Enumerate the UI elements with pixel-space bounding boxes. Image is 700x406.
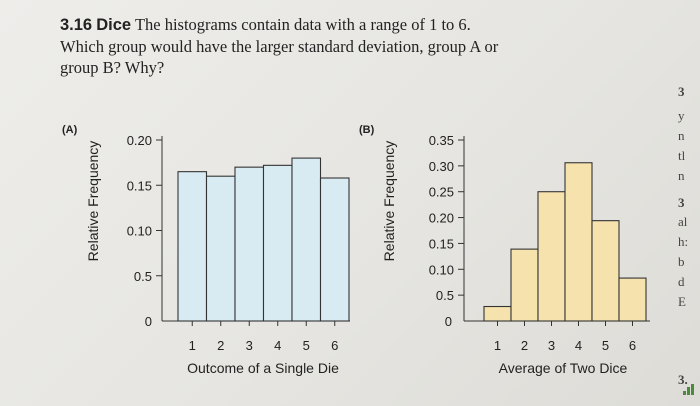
x-tick-label: 6 bbox=[331, 338, 338, 353]
histogram-bar bbox=[262, 164, 293, 322]
margin-text: 3. bbox=[678, 372, 688, 387]
y-tick-label: 0.20 bbox=[127, 133, 152, 148]
margin-text: 3 bbox=[678, 195, 685, 210]
problem-line-1: 3.16 Dice The histograms contain data wi… bbox=[60, 14, 660, 36]
x-tick-label: 6 bbox=[629, 338, 636, 353]
y-axis-label: Relative Frequency bbox=[85, 141, 101, 262]
y-tick-label: 0.5 bbox=[134, 269, 152, 284]
margin-text: b bbox=[678, 254, 685, 269]
margin-text: n bbox=[678, 168, 685, 183]
panel-label: (A) bbox=[62, 124, 78, 136]
y-tick-label: 0.5 bbox=[436, 288, 454, 303]
margin-text: al bbox=[678, 214, 688, 229]
y-tick-label: 0.30 bbox=[429, 159, 454, 174]
histogram-bar bbox=[291, 157, 322, 322]
x-tick-label: 2 bbox=[521, 338, 528, 353]
y-tick-label: 0 bbox=[145, 314, 152, 329]
margin-text: n bbox=[678, 128, 685, 143]
margin-text: y bbox=[678, 108, 685, 123]
x-tick-label: 4 bbox=[274, 338, 281, 353]
histogram-bar bbox=[618, 277, 647, 322]
histogram-bar bbox=[564, 162, 593, 322]
margin-text: tl bbox=[678, 148, 686, 163]
x-tick-label: 3 bbox=[548, 338, 555, 353]
x-axis-label: Average of Two Dice bbox=[499, 360, 628, 376]
histogram-panel-b: (B) Relative Frequency 0 0.5 0.10 0.15 0.20 0.2… bbox=[359, 124, 650, 376]
x-tick-label: 5 bbox=[602, 338, 609, 353]
margin-text: h: bbox=[678, 234, 689, 249]
histogram-bar bbox=[537, 191, 566, 322]
panel-label: (B) bbox=[359, 124, 375, 136]
problem-line-3: group B? Why? bbox=[60, 58, 165, 77]
histogram-bar bbox=[483, 305, 512, 322]
y-tick-label: 0.25 bbox=[429, 185, 454, 200]
x-axis-label: Outcome of a Single Die bbox=[187, 360, 339, 376]
problem-title: Dice bbox=[96, 16, 132, 34]
y-tick-label: 0.20 bbox=[429, 211, 454, 226]
margin-text: E bbox=[678, 294, 686, 309]
y-tick-label: 0.15 bbox=[127, 178, 152, 193]
histogram-bar bbox=[234, 166, 265, 322]
histogram-panel-a: (A) Relative Frequency 0 0.5 0.10 0.15 0.20 1 2 3… bbox=[62, 124, 350, 376]
problem-number: 3.16 bbox=[60, 16, 93, 34]
x-tick-label: 5 bbox=[303, 338, 310, 353]
x-tick-label: 2 bbox=[217, 338, 224, 353]
y-tick-label: 0.15 bbox=[429, 236, 454, 251]
problem-line1-text: The histograms contain data with a range… bbox=[134, 15, 471, 34]
y-axis-label: Relative Frequency bbox=[381, 141, 397, 262]
problem-text: 3.16 Dice The histograms contain data wi… bbox=[60, 14, 660, 78]
y-tick-label: 0.10 bbox=[127, 224, 152, 239]
histogram-bar bbox=[319, 177, 350, 322]
cursor-icon bbox=[683, 384, 694, 395]
histogram-bar bbox=[591, 220, 620, 322]
margin-text: d bbox=[678, 274, 685, 289]
problem-line-2: Which group would have the larger standa… bbox=[60, 37, 499, 56]
x-tick-label: 4 bbox=[575, 338, 582, 353]
x-tick-label: 1 bbox=[189, 338, 196, 353]
x-tick-label: 1 bbox=[494, 338, 501, 353]
histogram-bar bbox=[177, 171, 208, 322]
x-tick-label: 3 bbox=[246, 338, 253, 353]
histogram-bar bbox=[205, 175, 236, 322]
margin-text: 3 bbox=[678, 84, 685, 99]
y-tick-label: 0 bbox=[445, 314, 452, 329]
histogram-bar bbox=[510, 248, 539, 322]
y-tick-label: 0.35 bbox=[429, 133, 454, 148]
margin-text-column: 3 y n tl n 3 al h: b d E 3. bbox=[670, 0, 700, 406]
y-tick-label: 0.10 bbox=[429, 262, 454, 277]
